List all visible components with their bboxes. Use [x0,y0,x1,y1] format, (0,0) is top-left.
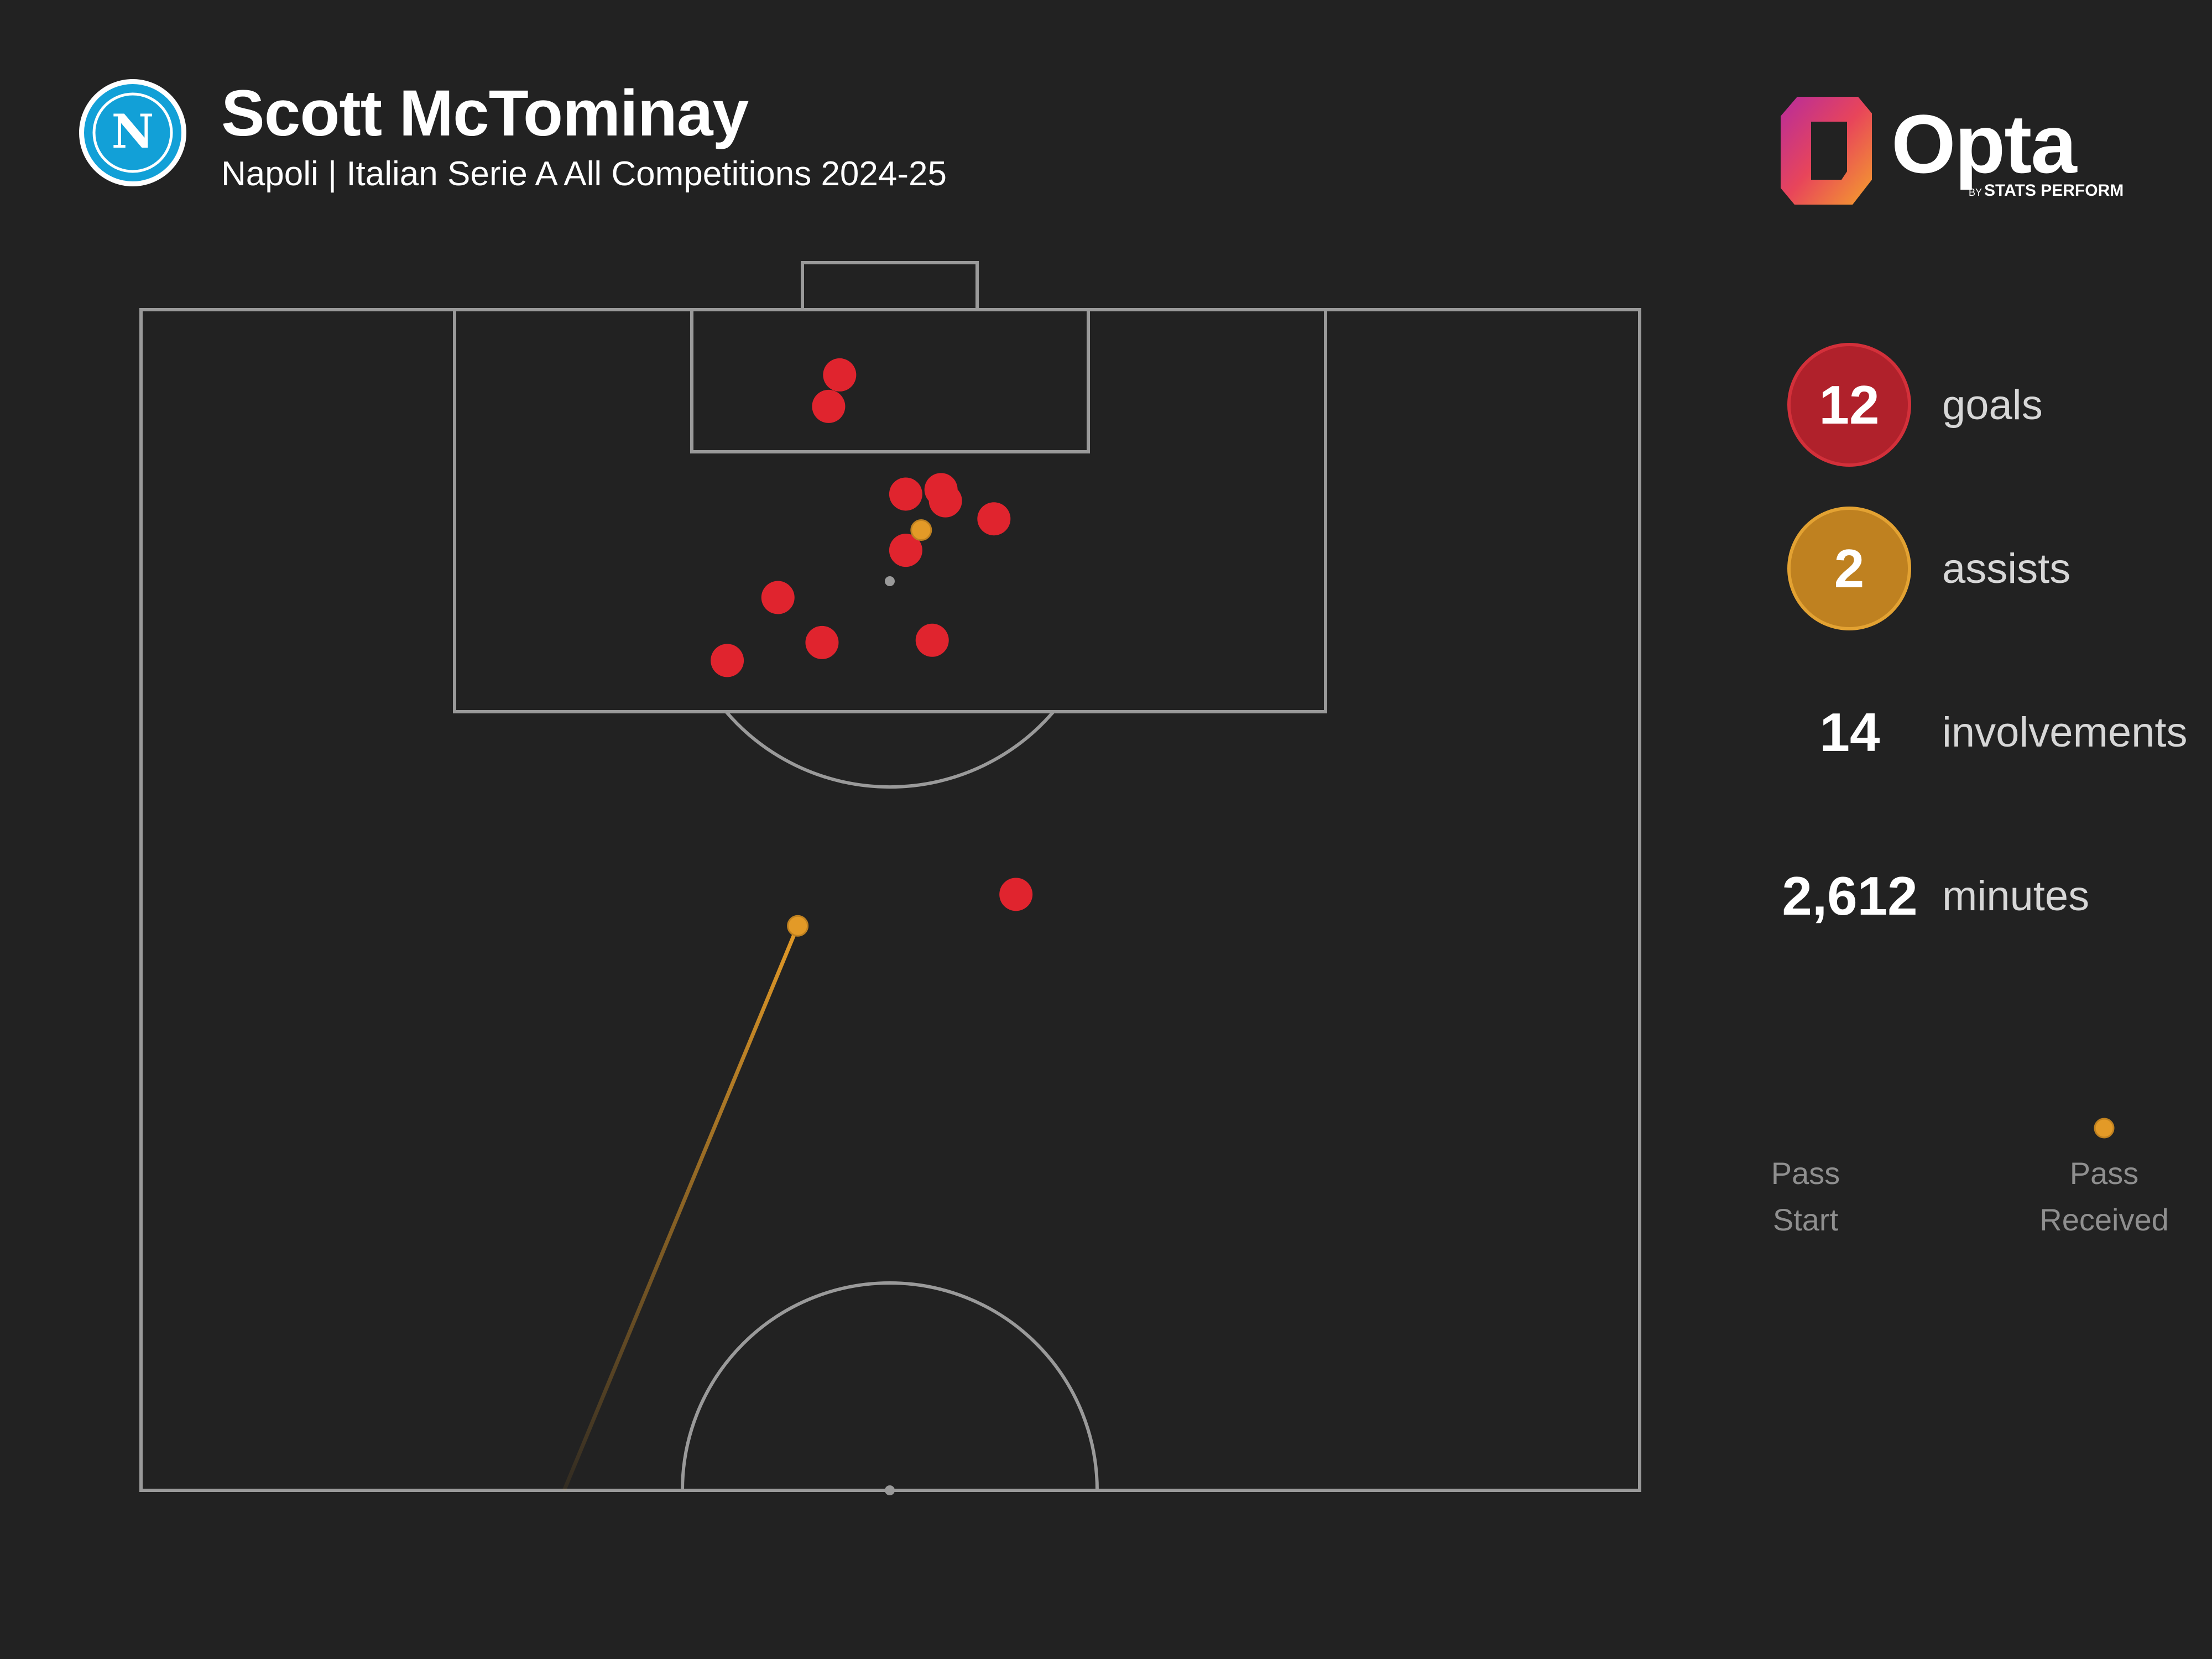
stat-label-goals: goals [1942,381,2043,429]
goal-marker [915,623,949,657]
opta-wordmark: Opta [1891,97,2077,190]
stat-value-assists: 2 [1787,507,1911,630]
stat-label-assists: assists [1942,545,2071,592]
pitch-chart [139,261,1641,1495]
legend-pass-received-label: Pass Received [2021,1150,2187,1243]
goal [801,261,979,311]
penalty-arc [724,711,1055,789]
marks-layer [562,358,1033,1491]
goal-marker [805,625,839,659]
goal-marker [812,389,846,423]
player-name: Scott McTominay [221,77,749,150]
six-yard-box [690,308,1090,453]
penalty-spot [885,576,895,586]
penalty-area [453,308,1327,713]
stat-value-minutes: 2,612 [1782,865,1918,926]
opta-stats-perform: STATS PERFORM [1984,181,2124,200]
opta-mark-icon [1781,97,1872,205]
assist-marker [787,915,809,937]
legend-end-line2: Received [2039,1202,2169,1237]
goal-marker [999,878,1033,911]
stat-label-involvements: involvements [1942,708,2188,756]
goal-marker [977,502,1011,536]
goal-marker [889,534,922,567]
stat-value-involvements: 14 [1819,701,1880,763]
opta-logo: Opta BY STATS PERFORM [1764,88,2129,216]
pitch-outline [139,308,1641,1492]
goal-marker [928,484,962,518]
legend-pass-received-dot [2094,1118,2115,1139]
stat-value-goals: 12 [1787,343,1911,467]
goal-marker [761,581,795,614]
goal-marker [889,477,922,511]
badge-letter: N [112,104,154,159]
pass-legend [1806,1118,2115,1139]
legend-end-line1: Pass [2069,1156,2139,1191]
assist-marker [910,519,932,541]
pitch-lines [139,261,1641,1492]
napoli-badge: N [79,79,186,186]
centre-circle-arc [681,1281,1099,1491]
assist-pass-line [562,925,800,1491]
legend-start-line2: Start [1772,1202,1839,1237]
competition-subtitle: Napoli | Italian Serie A All Competition… [221,155,947,193]
stat-label-minutes: minutes [1942,872,2090,920]
goal-marker [823,358,857,392]
legend-pass-start-label: Pass Start [1723,1150,1888,1243]
centre-spot [885,1485,895,1495]
legend-start-line1: Pass [1771,1156,1840,1191]
goal-marker [711,644,744,677]
opta-by: BY [1969,187,1983,198]
opta-subline: BY STATS PERFORM [1969,181,2124,200]
